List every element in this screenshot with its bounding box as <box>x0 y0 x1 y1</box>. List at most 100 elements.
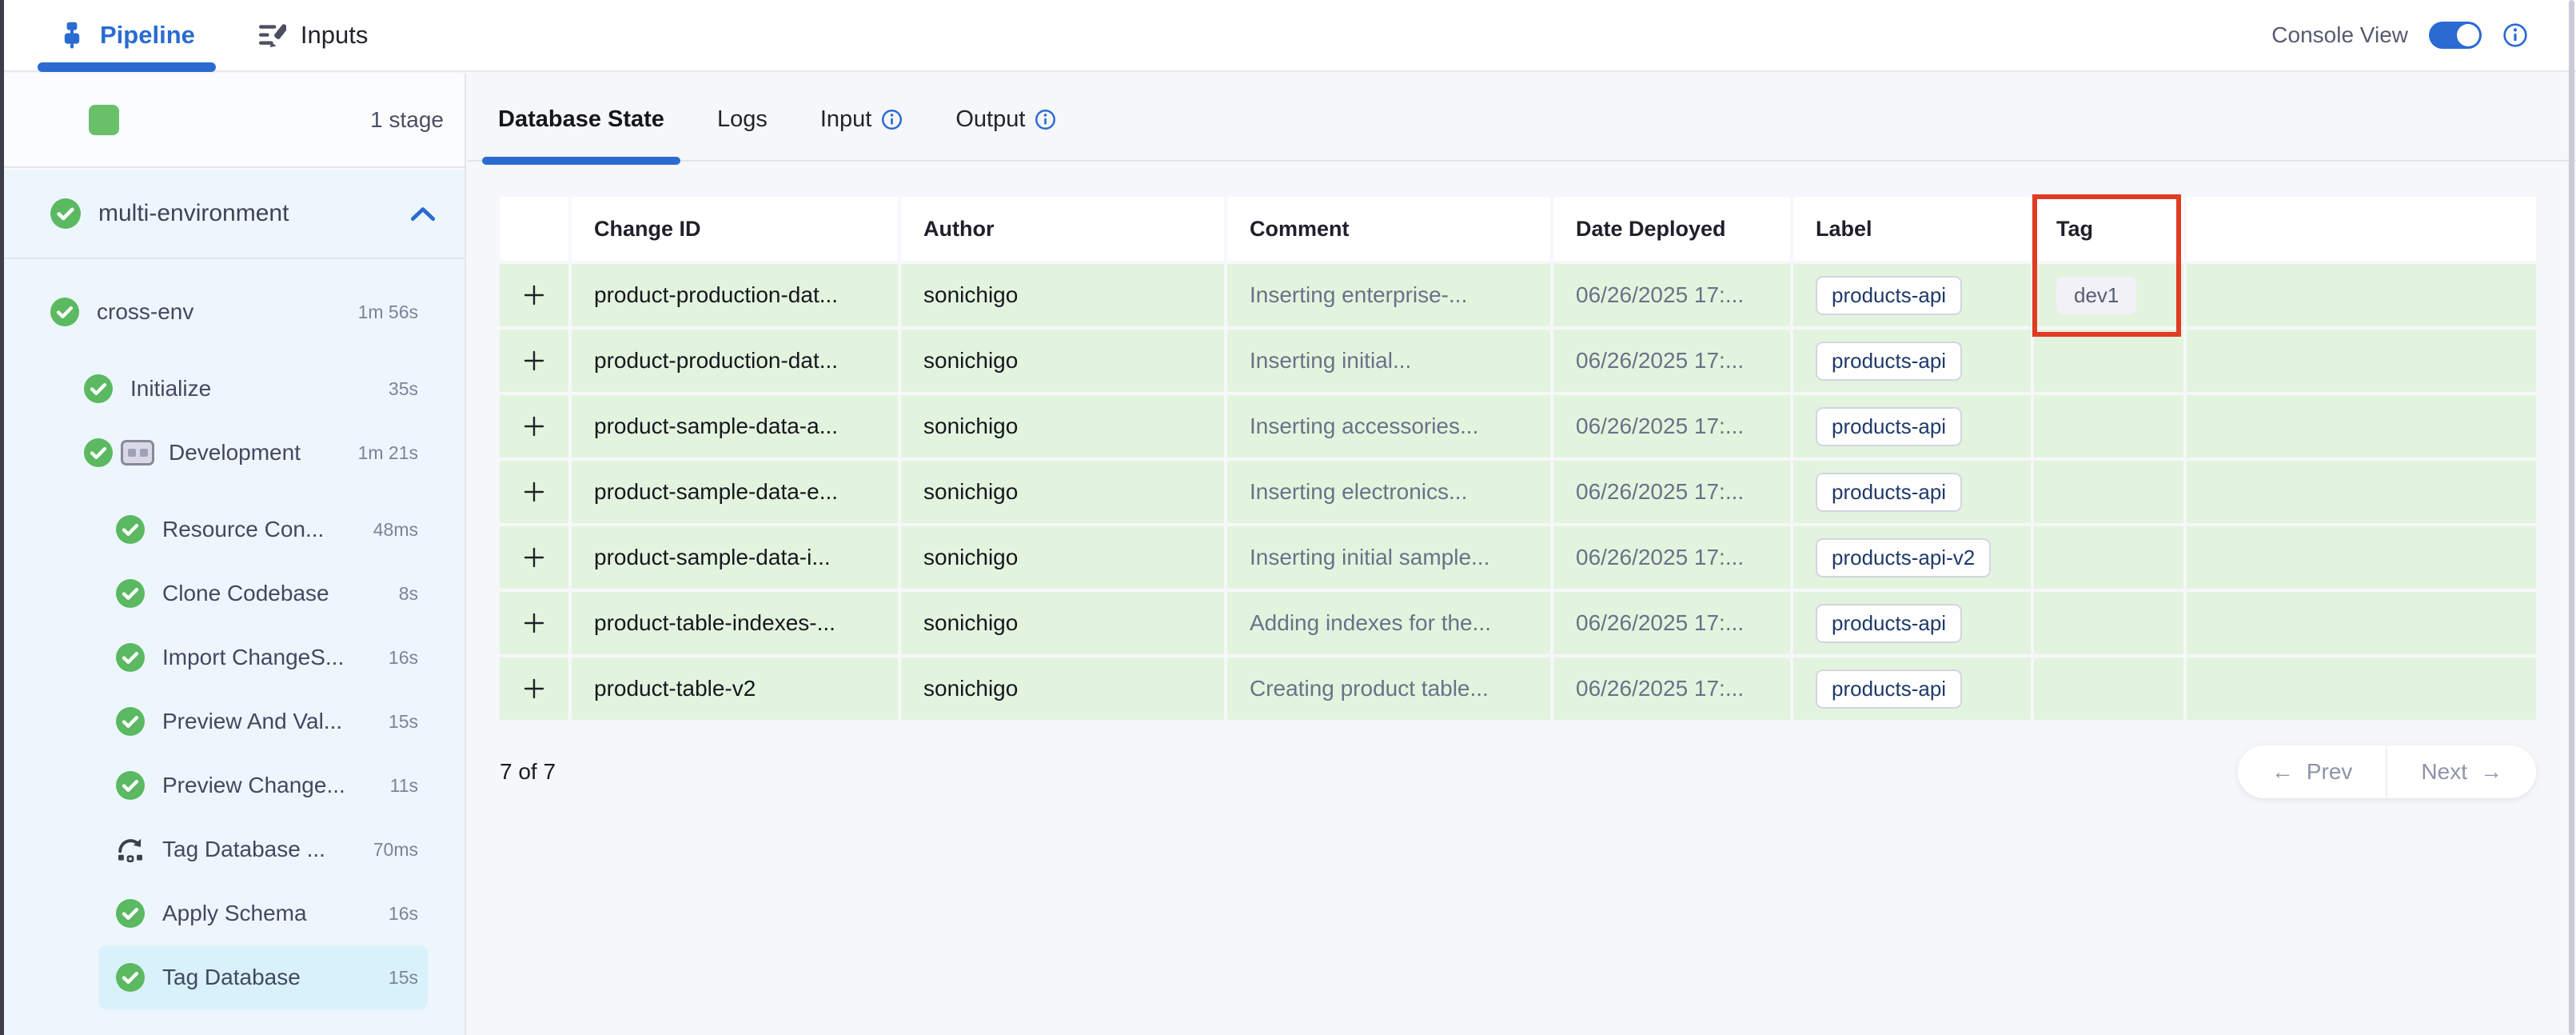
tab-pipeline[interactable]: Pipeline <box>38 0 216 72</box>
tab-output-label: Output <box>955 106 1026 132</box>
tab-inputs-label: Inputs <box>300 21 369 49</box>
cell-change-id: product-table-indexes-... <box>572 592 898 654</box>
success-check-icon <box>84 438 113 467</box>
step-tree-item[interactable]: Tag Database ... 70ms <box>4 817 428 881</box>
row-count: 7 of 7 <box>500 759 556 784</box>
success-check-icon <box>116 899 145 928</box>
table-row: product-sample-data-a... sonichigo Inser… <box>500 395 2536 458</box>
cell-label: products-api <box>1793 330 2031 392</box>
toggle-knob <box>2457 24 2479 46</box>
success-check-icon <box>50 198 81 229</box>
column-header-comment: Comment <box>1227 197 1550 261</box>
table-row: product-sample-data-e... sonichigo Inser… <box>500 461 2536 523</box>
success-check-icon <box>50 298 79 326</box>
column-header-label: Label <box>1793 197 2031 261</box>
step-tree-item[interactable]: Preview Change... 11s <box>4 753 428 817</box>
cell-tag <box>2034 461 2183 523</box>
step-label: Resource Con... <box>162 517 325 541</box>
step-tree-item[interactable]: Development 1m 21s <box>4 421 428 485</box>
next-arrow-icon: → <box>2480 759 2502 784</box>
tab-output[interactable]: Output <box>952 106 1059 160</box>
cell-label: products-api <box>1793 657 2031 720</box>
row-expander[interactable] <box>500 592 568 654</box>
row-expander[interactable] <box>500 330 568 392</box>
cell-tag <box>2034 330 2183 392</box>
cell-label: products-api <box>1793 592 2031 654</box>
cell-empty <box>2187 330 2536 392</box>
tab-inputs[interactable]: Inputs <box>238 0 389 70</box>
table-footer: 7 of 7 ← Prev Next → <box>500 745 2536 798</box>
table-row: product-table-v2 sonichigo Creating prod… <box>500 657 2536 720</box>
cell-author: sonichigo <box>901 395 1224 458</box>
cell-label: products-api <box>1793 264 2031 326</box>
prev-button[interactable]: ← Prev <box>2237 745 2388 798</box>
step-label: Tag Database <box>162 965 301 989</box>
info-icon[interactable] <box>881 109 903 130</box>
step-label: Tag Database ... <box>162 837 325 861</box>
step-tree-item[interactable]: Clone Codebase 8s <box>4 561 428 625</box>
step-tree-item[interactable]: Initialize 35s <box>4 357 428 421</box>
column-header-date-deployed: Date Deployed <box>1553 197 1790 261</box>
step-tree-item[interactable]: Apply Schema 16s <box>4 881 428 945</box>
label-badge: products-api-v2 <box>1816 537 1992 577</box>
tab-logs[interactable]: Logs <box>714 106 771 160</box>
step-tree-item[interactable]: Tag Database 15s <box>98 945 428 1009</box>
cell-date-deployed: 06/26/2025 17:... <box>1553 461 1790 523</box>
console-view-toggle[interactable] <box>2429 22 2482 49</box>
cell-comment: Inserting electronics... <box>1227 461 1550 523</box>
inputs-icon <box>258 22 286 48</box>
stage-root-multi-environment[interactable]: multi-environment <box>4 170 465 259</box>
step-tree-item[interactable]: Import ChangeS... 16s <box>4 625 428 689</box>
cell-empty <box>2187 264 2536 326</box>
cell-empty <box>2187 592 2536 654</box>
cell-date-deployed: 06/26/2025 17:... <box>1553 657 1790 720</box>
row-expander[interactable] <box>500 526 568 589</box>
info-icon[interactable] <box>1035 109 1056 130</box>
row-expander[interactable] <box>500 264 568 326</box>
stage-header: 1 stage <box>4 74 465 168</box>
cell-comment: Adding indexes for the... <box>1227 592 1550 654</box>
step-tree: cross-env 1m 56s Initialize 35s <box>4 259 465 1009</box>
column-header-author: Author <box>901 197 1224 261</box>
rollback-icon <box>116 835 145 864</box>
next-button[interactable]: Next → <box>2387 745 2536 798</box>
info-icon[interactable] <box>2502 22 2528 48</box>
tab-input[interactable]: Input <box>817 106 907 160</box>
success-check-icon <box>84 374 113 403</box>
vertical-scrollbar[interactable] <box>2569 0 2574 1035</box>
cell-author: sonichigo <box>901 526 1224 589</box>
cell-date-deployed: 06/26/2025 17:... <box>1553 330 1790 392</box>
row-expander[interactable] <box>500 461 568 523</box>
cell-comment: Creating product table... <box>1227 657 1550 720</box>
cell-label: products-api-v2 <box>1793 526 2031 589</box>
step-label: Initialize <box>130 376 212 401</box>
row-expander[interactable] <box>500 395 568 458</box>
cell-tag: dev1 <box>2034 264 2183 326</box>
step-tree-item[interactable]: Resource Con... 48ms <box>4 498 428 561</box>
table-row: product-table-indexes-... sonichigo Addi… <box>500 592 2536 654</box>
step-duration: 8s <box>398 582 418 604</box>
step-label: Apply Schema <box>162 901 307 925</box>
table-row: product-production-dat... sonichigo Inse… <box>500 330 2536 392</box>
stage-root-label: multi-environment <box>98 200 289 226</box>
step-duration: 15s <box>388 966 418 988</box>
step-tree-item[interactable]: Preview And Val... 15s <box>4 689 428 753</box>
cell-empty <box>2187 461 2536 523</box>
step-duration: 16s <box>388 646 418 668</box>
next-label: Next <box>2421 759 2467 784</box>
cell-empty <box>2187 395 2536 458</box>
chevron-up-icon[interactable] <box>410 206 436 222</box>
cell-change-id: product-table-v2 <box>572 657 898 720</box>
cell-date-deployed: 06/26/2025 17:... <box>1553 592 1790 654</box>
row-expander[interactable] <box>500 657 568 720</box>
cell-change-id: product-production-dat... <box>572 264 898 326</box>
pipeline-icon <box>58 22 86 49</box>
tag-badge: dev1 <box>2056 276 2137 314</box>
cell-tag <box>2034 592 2183 654</box>
step-duration: 48ms <box>373 518 418 540</box>
tab-database-state[interactable]: Database State <box>482 106 680 165</box>
column-header-tag: Tag <box>2034 197 2183 261</box>
step-duration: 1m 56s <box>357 301 418 322</box>
cell-date-deployed: 06/26/2025 17:... <box>1553 264 1790 326</box>
step-tree-item[interactable]: cross-env 1m 56s <box>4 280 428 344</box>
